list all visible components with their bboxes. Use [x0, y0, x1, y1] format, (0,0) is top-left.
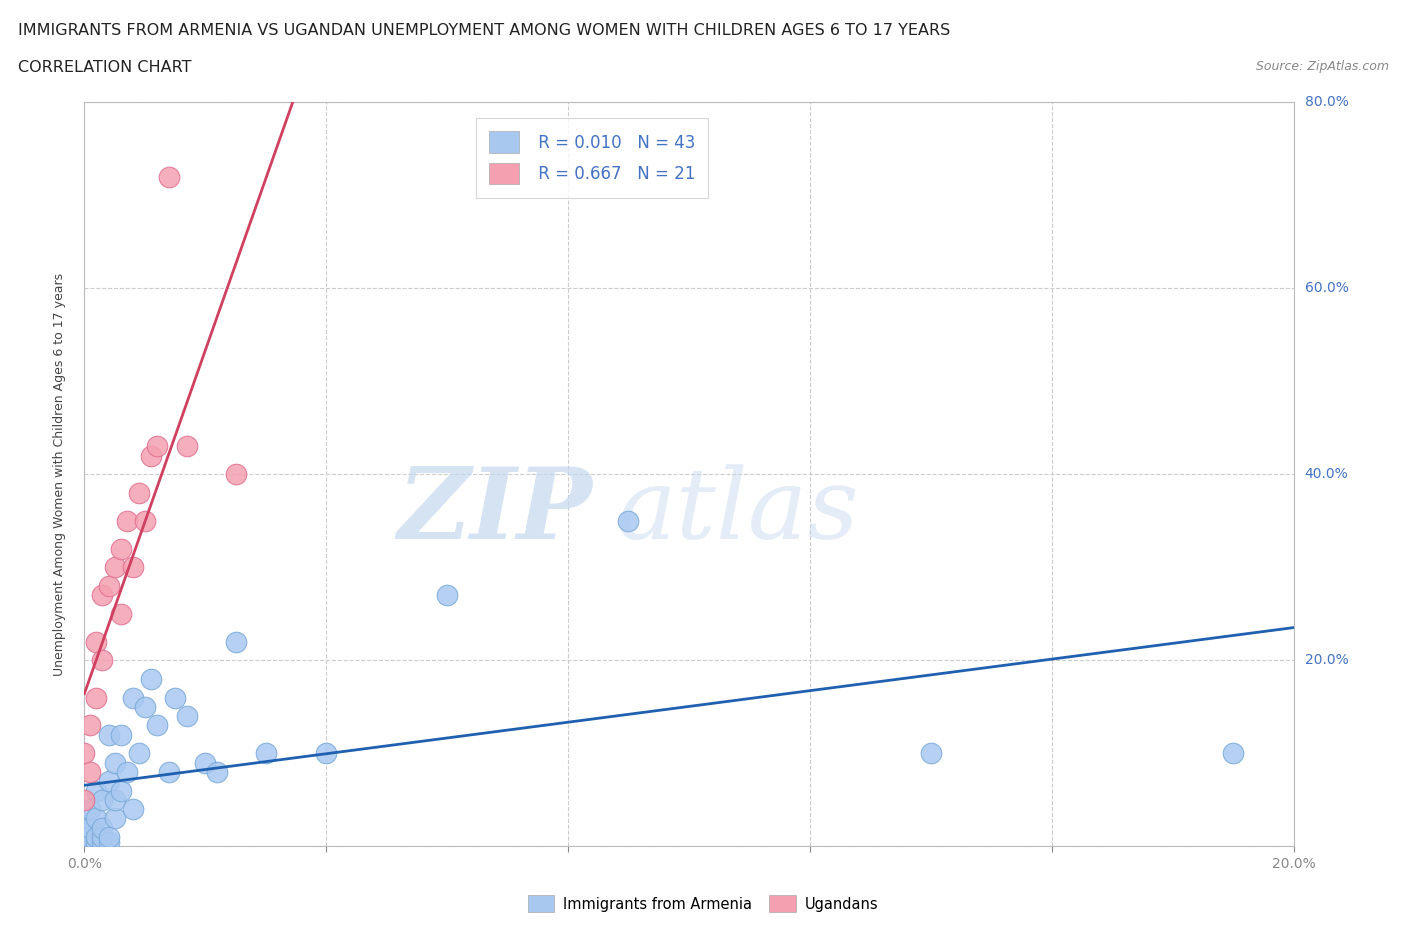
Point: [110, 541, 132, 556]
Point: [110, 606, 132, 621]
Point: [110, 727, 132, 742]
Point: [121, 690, 143, 705]
Point: [73, 746, 96, 761]
Point: [157, 169, 180, 184]
Point: [436, 588, 458, 603]
Point: [157, 764, 180, 779]
Point: [86, 690, 108, 705]
Text: 20.0%: 20.0%: [1305, 653, 1348, 668]
Point: [73, 816, 96, 830]
Point: [315, 746, 337, 761]
Point: [73, 792, 96, 807]
Point: [121, 802, 143, 817]
Point: [86, 783, 108, 798]
Point: [225, 467, 247, 482]
Point: [79, 834, 101, 849]
Point: [97, 727, 120, 742]
Legend: Immigrants from Armenia, Ugandans: Immigrants from Armenia, Ugandans: [522, 890, 884, 918]
Legend:  R = 0.010   N = 43,  R = 0.667   N = 21: R = 0.010 N = 43, R = 0.667 N = 21: [477, 118, 709, 197]
Point: [139, 448, 162, 463]
Text: 60.0%: 60.0%: [1305, 281, 1348, 296]
Point: [176, 709, 198, 724]
Point: [97, 578, 120, 593]
Text: ZIP: ZIP: [398, 463, 592, 560]
Point: [91, 830, 114, 844]
Point: [73, 834, 96, 849]
Text: 40.0%: 40.0%: [1305, 467, 1348, 482]
Point: [128, 746, 150, 761]
Point: [134, 513, 156, 528]
Point: [617, 513, 640, 528]
Point: [86, 634, 108, 649]
Point: [91, 653, 114, 668]
Point: [73, 825, 96, 840]
Point: [207, 764, 229, 779]
Point: [1222, 746, 1244, 761]
Point: [104, 792, 127, 807]
Point: [104, 811, 127, 826]
Text: atlas: atlas: [616, 464, 859, 559]
Point: [91, 834, 114, 849]
Point: [86, 830, 108, 844]
Y-axis label: Unemployment Among Women with Children Ages 6 to 17 years: Unemployment Among Women with Children A…: [53, 272, 66, 676]
Text: IMMIGRANTS FROM ARMENIA VS UGANDAN UNEMPLOYMENT AMONG WOMEN WITH CHILDREN AGES 6: IMMIGRANTS FROM ARMENIA VS UGANDAN UNEMP…: [18, 23, 950, 38]
Text: Source: ZipAtlas.com: Source: ZipAtlas.com: [1256, 60, 1389, 73]
Point: [79, 830, 101, 844]
Point: [91, 588, 114, 603]
Point: [79, 820, 101, 835]
Point: [194, 755, 217, 770]
Point: [104, 755, 127, 770]
Point: [254, 746, 277, 761]
Point: [110, 783, 132, 798]
Point: [176, 439, 198, 454]
Point: [115, 764, 138, 779]
Point: [97, 834, 120, 849]
Point: [91, 792, 114, 807]
Point: [79, 802, 101, 817]
Point: [146, 439, 169, 454]
Point: [128, 485, 150, 500]
Point: [146, 718, 169, 733]
Point: [86, 834, 108, 849]
Point: [104, 560, 127, 575]
Point: [79, 764, 101, 779]
Text: 80.0%: 80.0%: [1305, 95, 1348, 110]
Point: [91, 820, 114, 835]
Point: [115, 513, 138, 528]
Point: [97, 774, 120, 789]
Point: [139, 671, 162, 686]
Point: [121, 560, 143, 575]
Point: [79, 718, 101, 733]
Point: [134, 699, 156, 714]
Text: CORRELATION CHART: CORRELATION CHART: [18, 60, 191, 75]
Point: [97, 830, 120, 844]
Point: [86, 811, 108, 826]
Point: [920, 746, 942, 761]
Point: [225, 634, 247, 649]
Point: [163, 690, 186, 705]
